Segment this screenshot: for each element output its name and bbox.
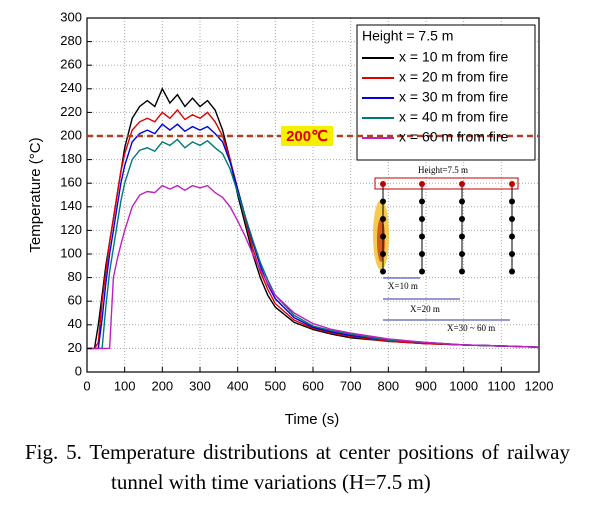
legend-label: x = 30 m from fire xyxy=(399,89,509,105)
inset-distance-label: X=10 m xyxy=(388,281,418,291)
sensor xyxy=(459,216,465,222)
y-tick-label: 100 xyxy=(60,245,82,260)
x-tick-label: 1200 xyxy=(525,378,554,393)
x-tick-label: 1100 xyxy=(487,378,515,393)
x-tick-label: 500 xyxy=(264,378,286,393)
sensor-top xyxy=(380,181,386,187)
y-axis-label: Temperature (°C) xyxy=(27,137,44,252)
series-line xyxy=(87,123,540,350)
sensor xyxy=(380,268,386,275)
legend-label: x = 40 m from fire xyxy=(399,109,509,125)
sensor-top xyxy=(419,181,425,187)
sensor xyxy=(419,216,425,222)
y-tick-label: 240 xyxy=(60,80,82,95)
sensor xyxy=(509,268,515,275)
x-tick-label: 100 xyxy=(114,378,136,393)
legend-title: Height = 7.5 m xyxy=(362,28,453,44)
sensor xyxy=(419,233,425,240)
x-axis-label: Time (s) xyxy=(285,411,339,428)
x-tick-label: 300 xyxy=(189,378,211,393)
sensor-top xyxy=(459,181,465,187)
y-tick-label: 260 xyxy=(60,57,82,72)
inset-distance-label: X=20 m xyxy=(410,304,440,314)
sensor-top xyxy=(509,181,515,187)
sensor xyxy=(509,198,515,205)
sensor xyxy=(509,233,515,240)
sensor xyxy=(459,251,465,257)
sensor xyxy=(419,198,425,205)
inset-height-label: Height=7.5 m xyxy=(418,165,468,175)
y-tick-label: 220 xyxy=(60,104,82,119)
legend-label: x = 60 m from fire xyxy=(399,129,509,145)
y-tick-label: 300 xyxy=(60,9,82,24)
threshold-label-box xyxy=(281,126,333,146)
figure-caption: Fig. 5. Temperature distributions at cen… xyxy=(25,440,570,494)
x-tick-label: 200 xyxy=(151,378,173,393)
series-line xyxy=(87,108,540,350)
x-tick-label: 700 xyxy=(340,378,362,393)
sensor xyxy=(459,268,465,275)
sensor xyxy=(380,251,386,257)
y-tick-label: 120 xyxy=(60,222,82,237)
x-tick-label: 800 xyxy=(377,378,399,393)
y-tick-label: 80 xyxy=(68,269,82,284)
sensor xyxy=(380,233,386,240)
y-tick-label: 0 xyxy=(75,363,82,378)
series-line xyxy=(87,138,540,350)
legend-label: x = 10 m from fire xyxy=(399,49,509,65)
y-tick-label: 40 xyxy=(68,316,82,331)
x-tick-label: 900 xyxy=(415,378,437,393)
x-tick-label: 0 xyxy=(83,378,90,393)
y-tick-label: 60 xyxy=(68,293,82,308)
inset-diagram: Height=7.5 m X=10 m X=20 m X=30 ~ 60 m xyxy=(373,165,519,333)
x-tick-label: 400 xyxy=(227,378,249,393)
sensor xyxy=(509,251,515,257)
series-line xyxy=(87,184,540,350)
y-tick-label: 280 xyxy=(60,33,82,48)
chart: Time (s) Temperature (°C) Height = 7.5 m… xyxy=(27,9,554,428)
sensor xyxy=(419,251,425,257)
x-tick-label: 600 xyxy=(302,378,324,393)
y-tick-label: 200 xyxy=(60,127,82,142)
sensor xyxy=(380,198,386,205)
y-tick-label: 160 xyxy=(60,175,82,190)
tunnel-ceiling xyxy=(374,177,519,190)
x-tick-label: 1000 xyxy=(449,378,478,393)
y-tick-label: 20 xyxy=(68,340,82,355)
sensor xyxy=(419,268,425,275)
sensor xyxy=(459,233,465,240)
sensor xyxy=(509,216,515,222)
y-tick-label: 140 xyxy=(60,198,82,213)
y-tick-label: 180 xyxy=(60,151,82,166)
inset-distance-label: X=30 ~ 60 m xyxy=(447,323,495,333)
sensor xyxy=(380,216,386,222)
sensor xyxy=(459,198,465,205)
threshold-label: 200℃ xyxy=(286,128,328,145)
legend-label: x = 20 m from fire xyxy=(399,69,509,85)
